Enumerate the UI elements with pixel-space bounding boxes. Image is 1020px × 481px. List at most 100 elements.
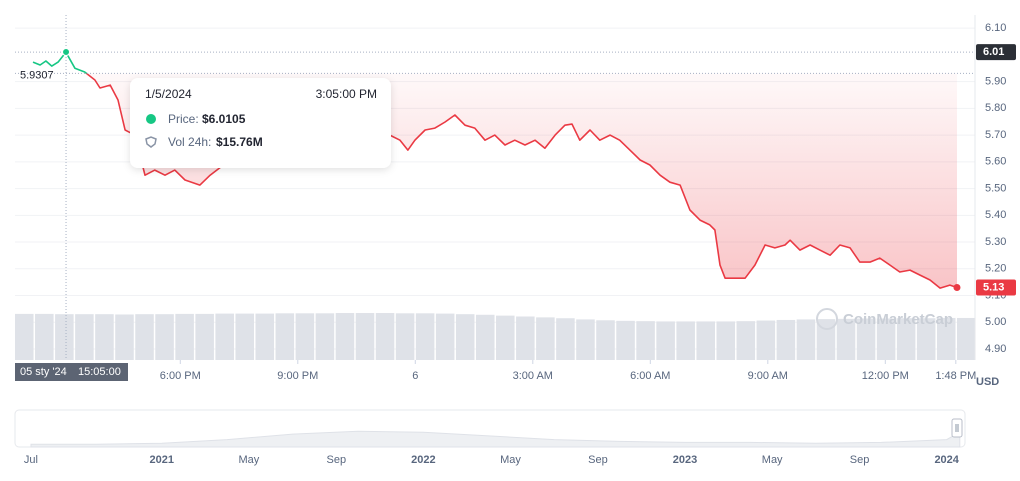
volume-bar [235,313,255,360]
volume-bar [496,315,515,360]
volume-bar [656,321,675,360]
crosshair-dot [62,48,71,57]
navigator-handle[interactable] [951,418,963,438]
volume-bar [215,313,234,360]
y-unit: USD [976,376,999,388]
y-tick-label: 5.30 [985,236,1006,248]
price-dot [146,114,156,124]
tooltip-price-text: Price: [168,112,199,126]
volume-bar [335,313,355,360]
navigator-tick-label: Sep [588,454,608,466]
navigator-tick-label: Sep [850,454,870,466]
y-tick-label: 5.90 [985,75,1006,87]
navigator-tick-label: 2022 [411,454,435,466]
volume-bar [35,313,54,360]
volume-bar [736,321,756,360]
volume-bar [876,318,896,360]
watermark: CoinMarketCap [843,311,953,328]
volume-bar [435,313,455,360]
volume-bar [155,314,174,360]
volume-bar [95,314,114,360]
navigator-tick-label: Jul [24,454,38,466]
last-price-box [976,279,1016,296]
navigator-tick-label: May [500,454,521,466]
navigator-tick-label: Sep [326,454,346,466]
y-tick-label: 5.50 [985,182,1006,194]
x-tick-label: 6 [412,370,418,382]
crosshair-time-box [15,363,128,381]
crosshair-price-box [976,44,1016,61]
tooltip-date: 1/5/2024 [145,87,192,101]
x-tick-label: 3:00 AM [513,370,553,382]
volume-bars [15,313,976,360]
x-tick-label: 1:48 PM [935,370,976,382]
crosshair-price-label: 6.01 [983,46,1004,58]
volume-bar [796,319,816,360]
volume-bar [55,314,74,360]
navigator-tick-label: 2024 [934,454,959,466]
volume-bar [355,313,375,360]
y-tick-label: 5.80 [985,102,1006,114]
y-tick-label: 4.90 [985,343,1006,355]
volume-bar [255,313,275,360]
y-tick-label: 6.10 [985,22,1006,34]
volume-bar [556,318,575,360]
x-tick-label: 6:00 PM [160,370,201,382]
volume-bar [836,318,856,360]
volume-bar [375,313,395,360]
y-tick-label: 5.20 [985,263,1006,275]
y-tick-label: 5.40 [985,209,1006,221]
baseline-label: 5.9307 [20,69,54,81]
volume-bar [776,319,796,360]
volume-bar [175,313,194,360]
tooltip-price: $6.0105 [202,112,246,126]
volume-bar [115,314,134,360]
crosshair-time: 15:05:00 [78,366,121,378]
volume-bar [75,314,94,360]
y-tick-label: 5.70 [985,129,1006,141]
volume-bar [616,320,635,360]
volume-bar [475,314,495,360]
navigator-tick-label: May [762,454,783,466]
volume-bar [455,314,475,360]
volume-bar [15,313,34,360]
volume-bar [195,313,214,360]
volume-bar [135,314,154,360]
volume-icon [145,136,157,148]
volume-bar [676,321,695,360]
x-tick-label: 9:00 AM [748,370,788,382]
price-line [32,51,958,289]
x-tick-label: 9:00 PM [277,370,318,382]
watermark-logo [816,308,838,330]
x-tick-label: 12:00 PM [862,370,909,382]
tooltip-box [130,78,391,168]
volume-bar [395,313,415,360]
volume-bar [756,320,776,360]
volume-bar [696,321,715,360]
crosshair-date: 05 sty '24 [20,366,67,378]
y-tick-label: 5.00 [985,316,1006,328]
tooltip-time: 3:05:00 PM [316,87,377,101]
navigator-tick-label: May [239,454,260,466]
volume-bar [516,316,535,360]
x-tick-label: 6:00 AM [630,370,670,382]
volume-bar [596,320,615,360]
last-price-label: 5.13 [983,281,1004,293]
y-tick-label: 5.60 [985,156,1006,168]
navigator-tick-label: 2021 [150,454,174,466]
volume-bar [415,313,435,360]
navigator-tick-label: 2023 [673,454,697,466]
volume-bar [856,318,876,360]
volume-bar [936,317,956,360]
tooltip-volume-text: Vol 24h: [168,135,211,149]
volume-bar [636,321,655,360]
tooltip: 1/5/2024 3:05:00 PM Price: $6.0105 Vol 2… [130,78,391,168]
volume-bar [536,317,555,360]
crosshair: 5.9307 6.01 05 sty '24 15:05:00 5.13 [15,15,1016,381]
volume-bar [295,313,315,360]
volume-bar [896,318,916,360]
volume-bar [275,313,295,360]
volume-bar [716,321,736,360]
volume-bar [576,319,595,360]
